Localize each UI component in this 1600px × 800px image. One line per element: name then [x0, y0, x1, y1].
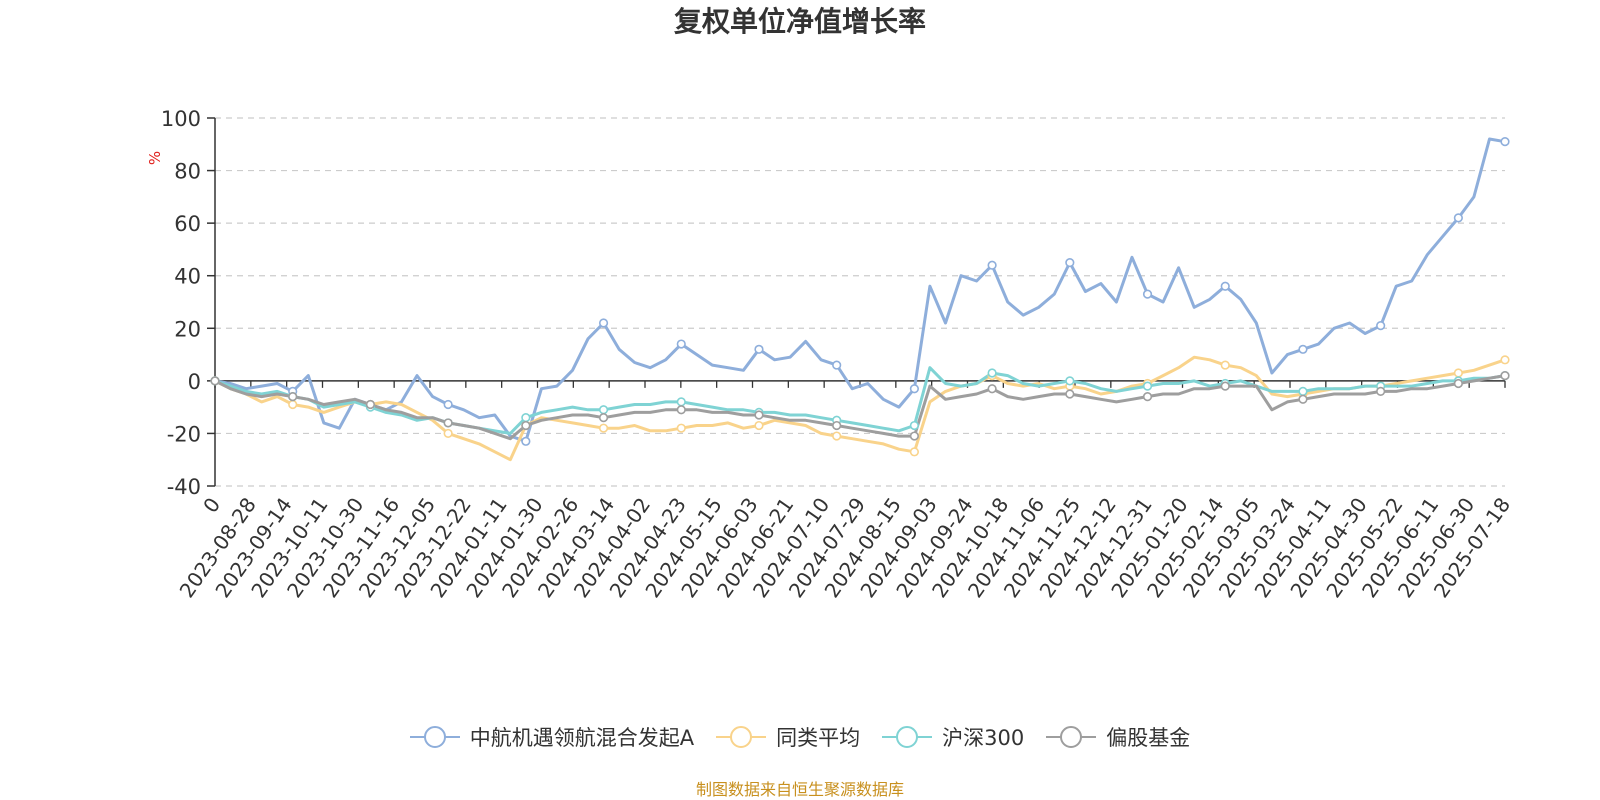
legend-swatch-icon	[409, 726, 460, 748]
y-tick-label: 80	[174, 160, 201, 184]
source-note: 制图数据来自恒生聚源数据库	[695, 780, 904, 799]
series-point	[1500, 137, 1510, 147]
series-point	[987, 260, 997, 270]
x-tick-label: 0	[198, 493, 225, 517]
series-point	[676, 339, 686, 349]
legend-label: 同类平均	[776, 726, 861, 750]
series-point	[832, 420, 842, 431]
series-markers	[210, 137, 1510, 457]
series-point	[1500, 355, 1510, 365]
series-point	[443, 399, 453, 410]
legend-label: 中航机遇领航混合发起A	[469, 726, 695, 750]
legend-label: 偏股基金	[1106, 726, 1191, 750]
legend: 中航机遇领航混合发起A 同类平均 沪深300 偏股基金	[0, 722, 1600, 752]
series-point	[1298, 386, 1308, 396]
y-tick-label: -20	[167, 422, 201, 446]
y-tick-label: 40	[174, 265, 201, 289]
series-point	[1298, 394, 1308, 404]
series-point	[1220, 381, 1230, 391]
series-point	[754, 344, 764, 354]
series-point	[909, 447, 919, 457]
legend-label: 沪深300	[942, 726, 1025, 750]
legend-swatch-icon	[1046, 726, 1097, 748]
series-point	[987, 368, 997, 378]
series-point	[832, 431, 842, 441]
series-point	[598, 423, 609, 433]
chart-plot: -40-20020406080100%02023-08-282023-09-14…	[146, 107, 1515, 602]
chart-title: 复权单位净值增长率	[673, 5, 926, 38]
series-line-0	[213, 137, 1507, 443]
series-point	[1065, 257, 1075, 268]
series-point	[521, 436, 531, 446]
y-tick-label: 60	[174, 212, 201, 236]
series-point	[1376, 321, 1386, 331]
series-point	[676, 397, 686, 407]
tick-labels: -40-20020406080100%02023-08-282023-09-14…	[146, 107, 1515, 602]
series-point	[909, 420, 919, 431]
series-point	[754, 420, 764, 431]
series-point	[1220, 360, 1230, 370]
legend-item[interactable]: 中航机遇领航混合发起A	[409, 722, 695, 752]
series-point	[1142, 289, 1153, 299]
y-tick-label: 20	[174, 317, 201, 341]
series-lines	[213, 137, 1507, 462]
series-point	[1453, 368, 1463, 378]
series-point	[521, 413, 531, 423]
axes	[207, 117, 1506, 487]
series-point	[598, 318, 609, 328]
series-line-1	[213, 355, 1507, 462]
y-axis-title: %	[146, 151, 164, 165]
series-point	[909, 384, 919, 394]
series-line-2	[213, 366, 1507, 435]
y-tick-label: 100	[161, 107, 201, 131]
series-line-3	[213, 374, 1507, 441]
series-point	[598, 413, 609, 423]
series-point	[676, 423, 686, 433]
series-point	[909, 431, 919, 441]
series-point	[288, 399, 298, 410]
series-point	[443, 428, 453, 439]
series-point	[1453, 213, 1463, 223]
series-point	[987, 384, 997, 394]
series-point	[1453, 378, 1463, 389]
legend-item[interactable]: 偏股基金	[1046, 722, 1190, 752]
series-point	[1065, 376, 1075, 386]
series-point	[754, 410, 764, 420]
series-point	[443, 418, 453, 428]
series-point	[1065, 389, 1075, 399]
series-point	[365, 399, 376, 410]
y-tick-label: 0	[188, 370, 201, 394]
series-point	[1142, 392, 1153, 402]
y-tick-label: -40	[167, 475, 201, 499]
series-point	[1298, 344, 1308, 354]
series-point	[832, 360, 842, 370]
legend-swatch-icon	[716, 726, 767, 748]
series-point	[521, 420, 531, 431]
series-point	[288, 392, 298, 402]
series-point	[1142, 381, 1153, 391]
series-point	[676, 405, 686, 415]
legend-item[interactable]: 沪深300	[882, 722, 1024, 752]
grid-lines	[215, 117, 1505, 487]
series-point	[1500, 371, 1510, 381]
series-point	[598, 405, 609, 415]
series-point	[210, 376, 220, 386]
series-point	[1220, 281, 1230, 291]
legend-swatch-icon	[882, 726, 933, 748]
legend-item[interactable]: 同类平均	[716, 722, 860, 752]
series-point	[1376, 386, 1386, 396]
